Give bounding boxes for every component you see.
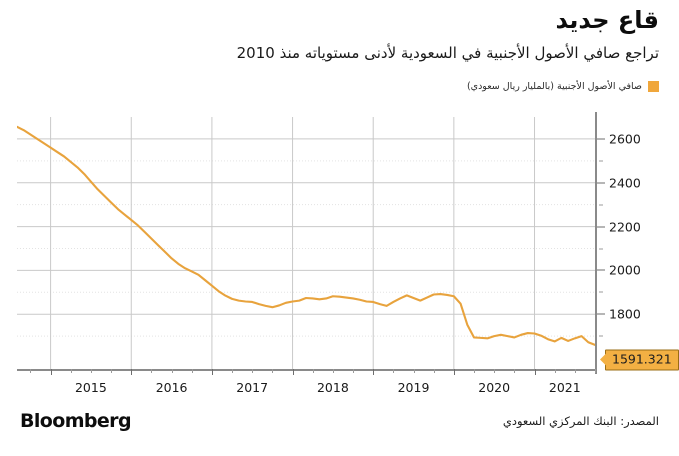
chart-legend: صافي الأصول الأجنبية (بالمليار ريال سعود… bbox=[467, 81, 659, 92]
x-axis-tick-label: 2021 bbox=[548, 380, 581, 395]
y-axis-minor-tick-mark bbox=[599, 248, 603, 249]
x-axis-minor-tick-mark bbox=[90, 369, 92, 373]
y-axis-tick-mark bbox=[597, 313, 605, 315]
chart-plot-area bbox=[17, 117, 595, 369]
square-swatch-icon bbox=[648, 81, 659, 92]
x-axis-minor-tick-mark bbox=[252, 369, 254, 373]
y-axis-tick-mark bbox=[597, 226, 605, 228]
x-axis-minor-tick-mark bbox=[111, 369, 113, 373]
page-title: قاع جديد bbox=[555, 6, 659, 34]
x-axis-tick-label: 2019 bbox=[397, 380, 430, 395]
x-axis-minor-tick-mark bbox=[232, 369, 234, 373]
x-axis-minor-tick-mark bbox=[413, 369, 415, 373]
x-axis-minor-tick-mark bbox=[474, 369, 475, 373]
y-axis-tick-label: 1800 bbox=[609, 306, 641, 322]
y-axis-minor-tick-mark bbox=[599, 291, 603, 293]
x-axis-minor-tick-mark bbox=[393, 369, 395, 373]
x-axis-minor-tick-mark bbox=[312, 369, 314, 373]
chart-footer: Bloomberg المصدر: البنك المركزي السعودي bbox=[0, 404, 679, 456]
y-axis-line bbox=[595, 112, 597, 374]
x-axis-tick-mark bbox=[131, 369, 133, 375]
x-axis-tick-label: 2020 bbox=[478, 380, 511, 395]
x-axis-minor-tick-mark bbox=[191, 369, 193, 373]
x-axis-minor-tick-mark bbox=[171, 369, 173, 373]
y-axis-tick-mark bbox=[597, 182, 605, 184]
x-axis-minor-tick-mark bbox=[433, 369, 435, 373]
y-axis-minor-tick-mark bbox=[599, 160, 603, 162]
x-axis-tick-label: 2015 bbox=[74, 380, 107, 395]
x-axis-minor-tick-mark bbox=[70, 369, 72, 373]
x-axis-tick-mark bbox=[292, 369, 294, 375]
source-note: المصدر: البنك المركزي السعودي bbox=[502, 414, 659, 428]
y-axis-tick-mark bbox=[597, 269, 605, 271]
x-axis-line bbox=[17, 369, 595, 371]
x-axis-tick-mark bbox=[211, 369, 213, 375]
x-axis: 2015 2016 2017 2018 2019 2020 2021 bbox=[17, 369, 596, 403]
y-axis: 1800 2000 2200 2400 2600 1591.321 bbox=[595, 112, 679, 374]
series-line bbox=[17, 125, 595, 346]
chart-line-svg bbox=[17, 117, 595, 369]
y-axis-tick-label: 2200 bbox=[609, 219, 641, 235]
x-axis-minor-tick-mark bbox=[30, 369, 32, 373]
horizontal-minor-gridlines bbox=[17, 160, 595, 337]
x-axis-tick-label: 2017 bbox=[236, 380, 269, 395]
x-axis-tick-label: 2018 bbox=[316, 380, 349, 395]
chart-subtitle: تراجع صافي الأصول الأجنبية في السعودية ل… bbox=[236, 44, 659, 62]
x-axis-tick-mark bbox=[534, 369, 536, 375]
y-axis-tick-label: 2600 bbox=[609, 131, 641, 147]
x-axis-minor-tick-mark bbox=[595, 369, 596, 373]
bloomberg-logo: Bloomberg bbox=[20, 410, 132, 432]
x-axis-minor-tick-mark bbox=[554, 369, 556, 373]
y-axis-minor-tick-mark bbox=[599, 204, 603, 206]
x-axis-minor-tick-mark bbox=[332, 369, 334, 373]
x-axis-minor-tick-mark bbox=[353, 369, 354, 373]
y-axis-tick-label: 2000 bbox=[609, 262, 641, 278]
x-axis-minor-tick-mark bbox=[514, 369, 516, 373]
legend-item-label: صافي الأصول الأجنبية (بالمليار ريال سعود… bbox=[466, 81, 642, 92]
x-axis-tick-mark bbox=[453, 369, 455, 375]
last-value-badge: 1591.321 bbox=[605, 349, 679, 371]
x-axis-minor-tick-mark bbox=[494, 369, 496, 373]
x-axis-tick-label: 2016 bbox=[155, 380, 188, 395]
y-axis-tick-label: 2400 bbox=[609, 175, 641, 191]
x-axis-minor-tick-mark bbox=[272, 369, 274, 373]
x-axis-tick-mark bbox=[373, 369, 375, 375]
x-axis-minor-tick-mark bbox=[574, 369, 576, 373]
x-axis-tick-mark bbox=[50, 369, 52, 375]
x-axis-minor-tick-mark bbox=[151, 369, 153, 373]
horizontal-gridlines bbox=[17, 138, 595, 315]
y-axis-minor-tick-mark bbox=[599, 335, 603, 337]
vertical-gridlines bbox=[50, 117, 536, 369]
y-axis-tick-mark bbox=[597, 138, 605, 140]
